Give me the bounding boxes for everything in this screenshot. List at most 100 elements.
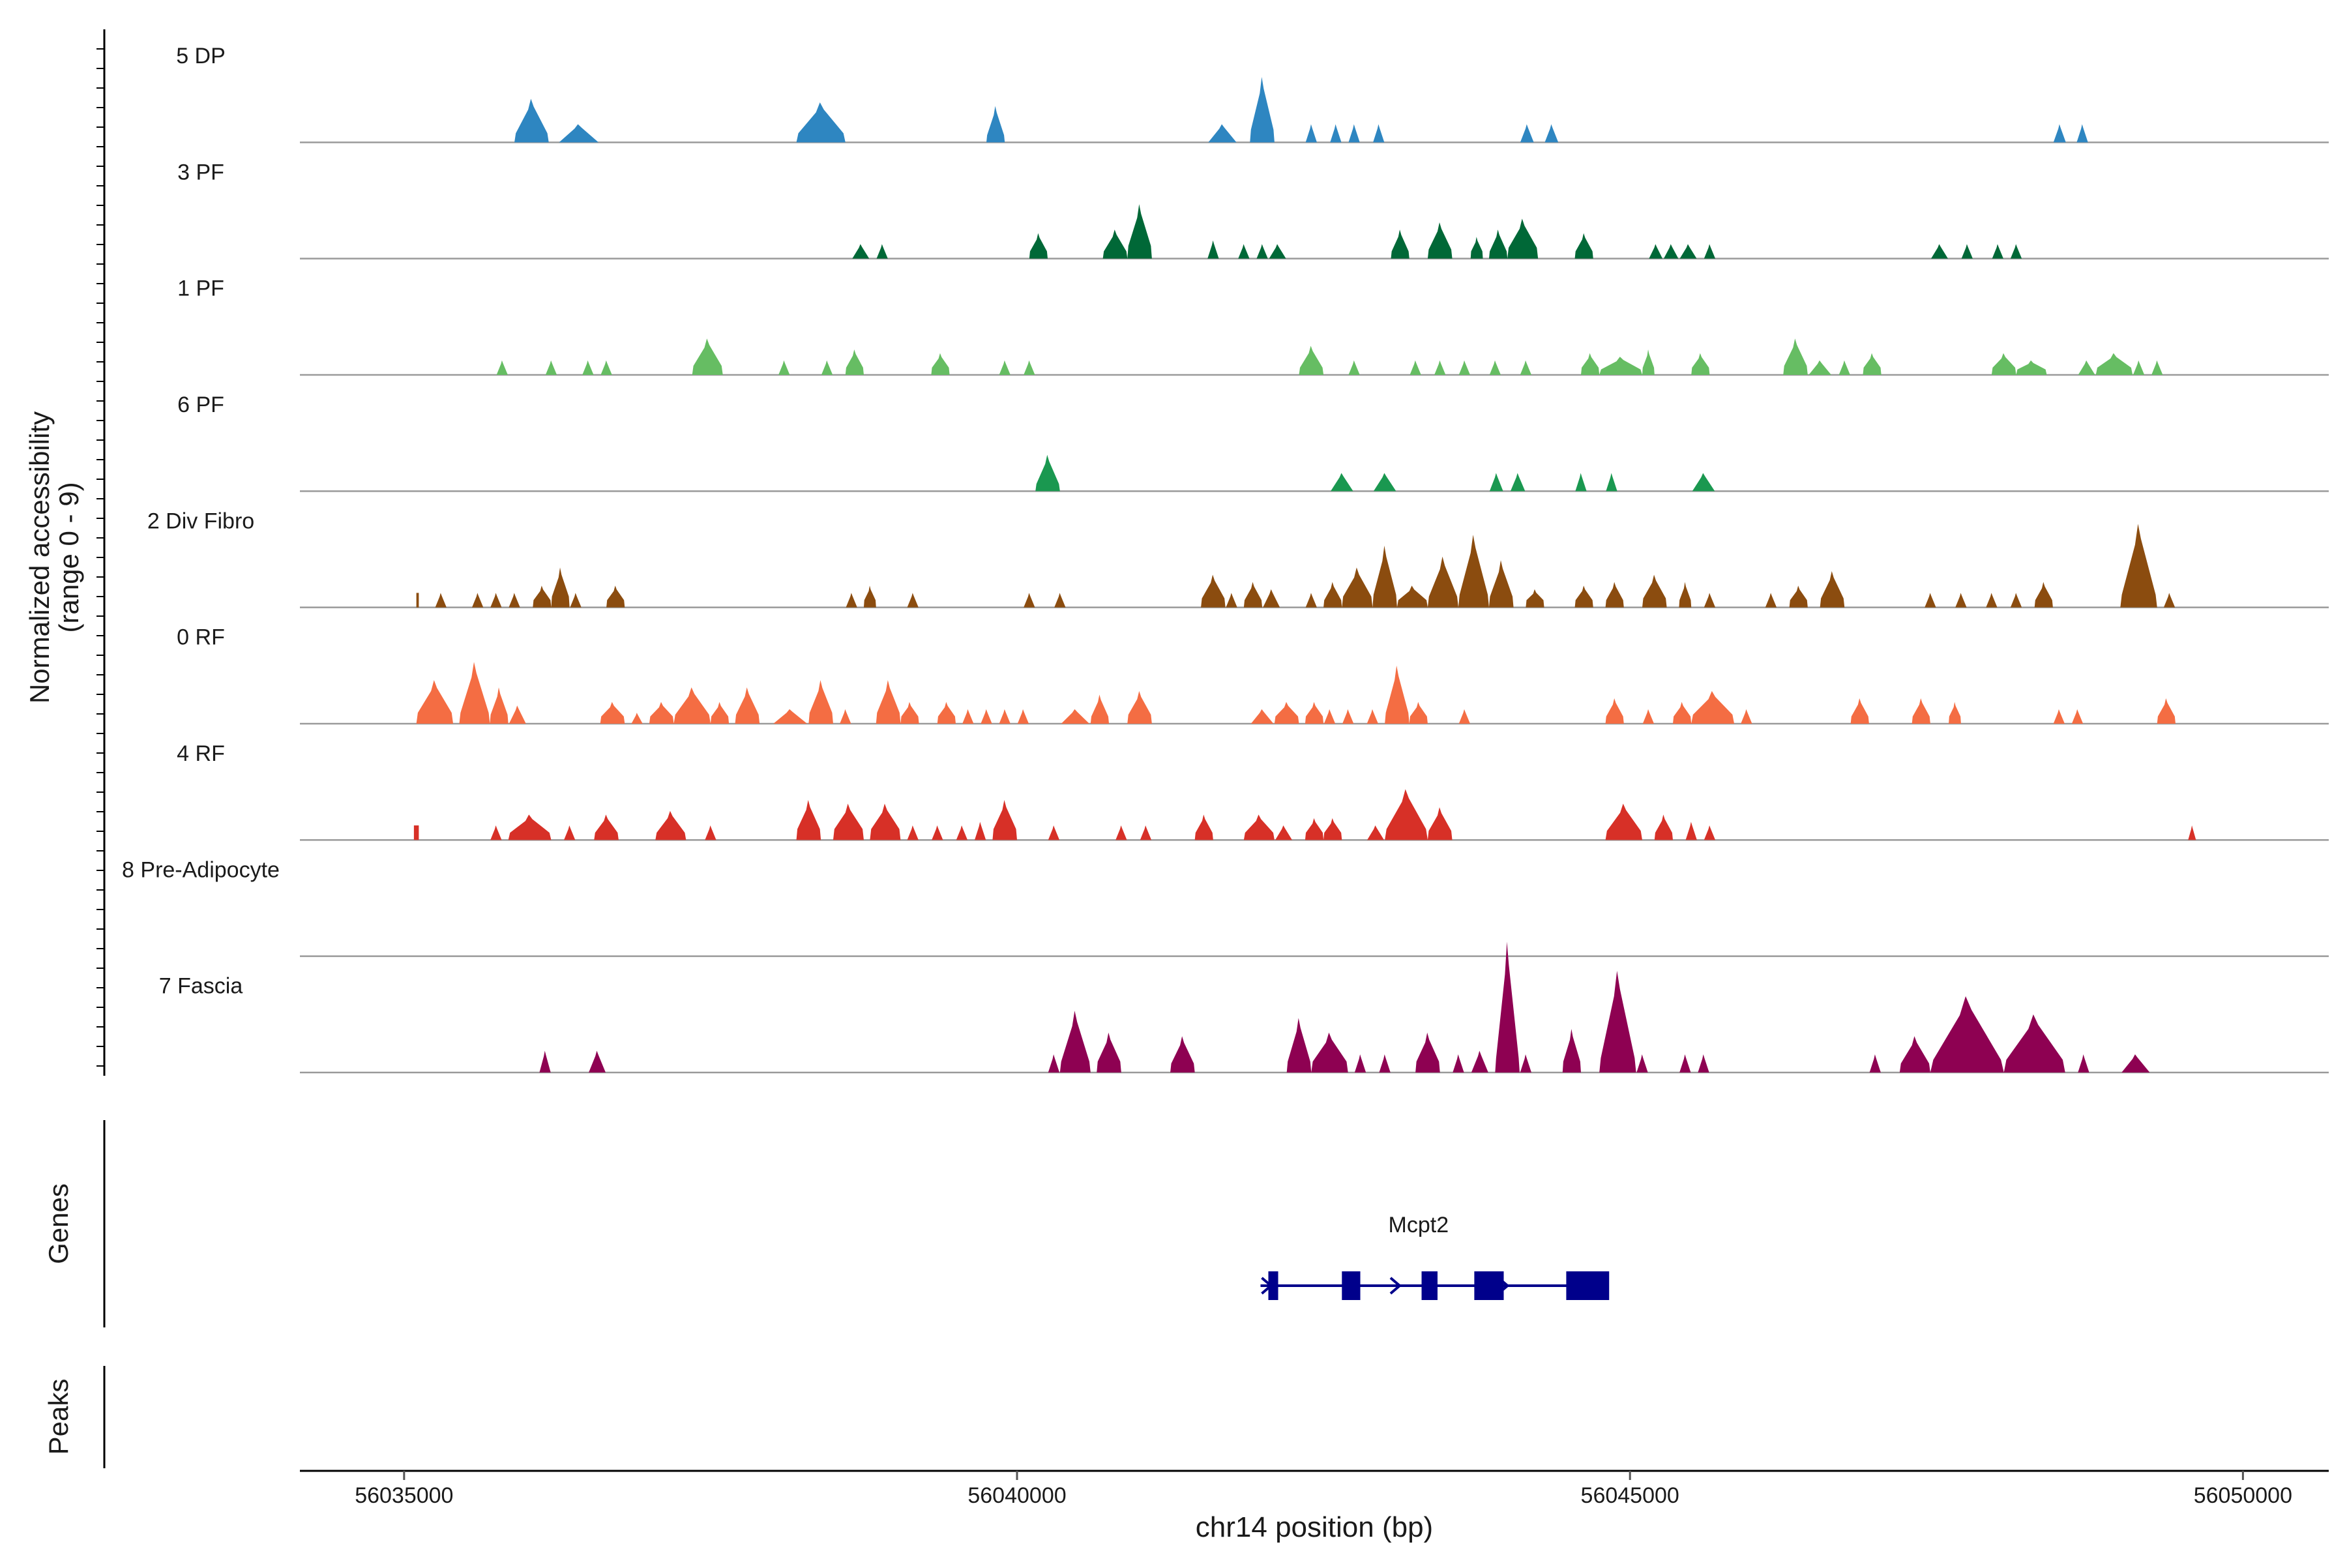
coverage-peak — [1286, 1018, 1312, 1072]
coverage-peak — [870, 803, 901, 840]
coverage-peak — [495, 360, 509, 375]
coverage-peak — [2052, 709, 2065, 724]
coverage-peak — [1679, 1054, 1692, 1072]
coverage-peak — [1372, 545, 1397, 608]
coverage-peak — [1519, 124, 1535, 143]
coverage-peak — [833, 803, 864, 840]
tracks-group: 5 DP 3 PF 1 PF 6 PF 2 Div Fibro 0 RF 4 RF 8 Pre… — [122, 44, 2329, 1074]
coverage-peak — [416, 593, 419, 608]
coverage-peak — [1783, 338, 1808, 375]
x-tick-label: 56045000 — [1581, 1483, 1679, 1508]
coverage-peak — [1704, 825, 1716, 840]
coverage-peak — [2095, 353, 2133, 375]
coverage-peak — [1023, 593, 1036, 608]
coverage-peak — [1396, 585, 1428, 608]
coverage-peak — [1662, 244, 1679, 259]
coverage-peak — [1323, 582, 1342, 608]
coverage-peak — [1697, 1054, 1710, 1072]
coverage-peak — [1194, 814, 1213, 840]
coverage-peak — [2077, 360, 2096, 375]
coverage-peak — [1115, 825, 1128, 840]
coverage-peak — [1243, 582, 1263, 608]
track-3-pf: 3 PF — [177, 160, 2329, 259]
coverage-peak — [1427, 556, 1458, 608]
coverage-peak — [986, 106, 1005, 143]
track-2-div-fibro: 2 Div Fibro — [147, 509, 2329, 608]
coverage-peak — [2133, 360, 2145, 375]
coverage-peak — [606, 585, 625, 608]
coverage-peak — [2120, 524, 2157, 608]
coverage-peak — [1201, 574, 1226, 608]
coverage-peak — [1820, 570, 1845, 608]
coverage-peak — [508, 705, 527, 724]
coverage-peak — [1323, 818, 1342, 840]
gene-track-mcpt2: Mcpt2 — [1260, 1213, 1610, 1300]
coverage-peak — [1654, 814, 1674, 840]
coverage-peak — [508, 593, 521, 608]
coverage-peak — [796, 102, 846, 143]
coverage-peak — [1434, 360, 1447, 375]
gene-exon — [1268, 1271, 1278, 1300]
coverage-peak — [845, 593, 858, 608]
coverage-peak — [1054, 593, 1067, 608]
coverage-peak — [416, 680, 454, 724]
track-1-pf: 1 PF — [177, 276, 2329, 376]
coverage-peak — [1991, 244, 2004, 259]
coverage-peak — [2077, 1054, 2090, 1072]
coverage-peak — [2076, 124, 2089, 143]
x-tick-label: 56050000 — [2194, 1483, 2292, 1508]
coverage-peak — [1305, 124, 1318, 143]
coverage-peak — [1679, 244, 1698, 259]
coverage-peak — [1409, 360, 1422, 375]
track-label: 0 RF — [177, 625, 225, 650]
coverage-peak — [1765, 593, 1777, 608]
y-axis-range-label: (range 0 - 9) — [53, 482, 84, 632]
coverage-peak — [1305, 702, 1324, 724]
coverage-peak — [1274, 702, 1299, 724]
coverage-peak — [1605, 473, 1618, 492]
strand-arrow-icon — [1389, 1277, 1402, 1295]
peaks-axis-label: Peaks — [43, 1379, 74, 1455]
coverage-peak — [1311, 1032, 1348, 1072]
coverage-peak — [545, 360, 557, 375]
coverage-peak — [1488, 560, 1514, 608]
coverage-peak — [2151, 360, 2164, 375]
coverage-peak — [569, 593, 582, 608]
coverage-peak — [471, 593, 484, 608]
coverage-peak — [2120, 1054, 2151, 1072]
track-label: 6 PF — [177, 392, 224, 417]
coverage-peak — [1679, 582, 1692, 608]
x-axis: 56035000 56040000 56045000 56050000 chr14 p… — [300, 1470, 2329, 1543]
coverage-peak — [1470, 237, 1483, 259]
coverage-peak — [1329, 473, 1355, 492]
coverage-peak — [2071, 709, 2084, 724]
coverage-peak — [1930, 244, 1949, 259]
coverage-peak — [1372, 473, 1397, 492]
coverage-peak — [1562, 1029, 1581, 1072]
coverage-peak — [1740, 709, 1753, 724]
strand-arrow-icon — [1498, 1277, 1510, 1295]
gene-exon — [1566, 1271, 1610, 1300]
coverage-peak — [1385, 789, 1428, 840]
coverage-peak — [1605, 582, 1624, 608]
coverage-peak — [1243, 814, 1275, 840]
coverage-peak — [1366, 709, 1379, 724]
coverage-peak — [962, 709, 975, 724]
coverage-peak — [1605, 698, 1624, 724]
coverage-peak — [2010, 593, 2022, 608]
coverage-peak — [1488, 473, 1504, 492]
coverage-peak — [1642, 574, 1667, 608]
coverage-peak — [1170, 1036, 1195, 1072]
coverage-peak — [1930, 996, 2004, 1072]
coverage-peak — [490, 687, 509, 724]
coverage-peak — [2163, 593, 2176, 608]
track-4-rf: 4 RF — [177, 741, 2329, 841]
coverage-peak — [1648, 244, 1663, 259]
coverage-peak — [1985, 593, 1998, 608]
coverage-peak — [1250, 77, 1275, 143]
genes-panel: Genes Mcpt2 — [43, 1120, 1610, 1327]
x-axis-label: chr14 position (bp) — [1196, 1511, 1433, 1543]
coverage-peak — [1912, 698, 1930, 724]
coverage-peak — [1519, 360, 1532, 375]
